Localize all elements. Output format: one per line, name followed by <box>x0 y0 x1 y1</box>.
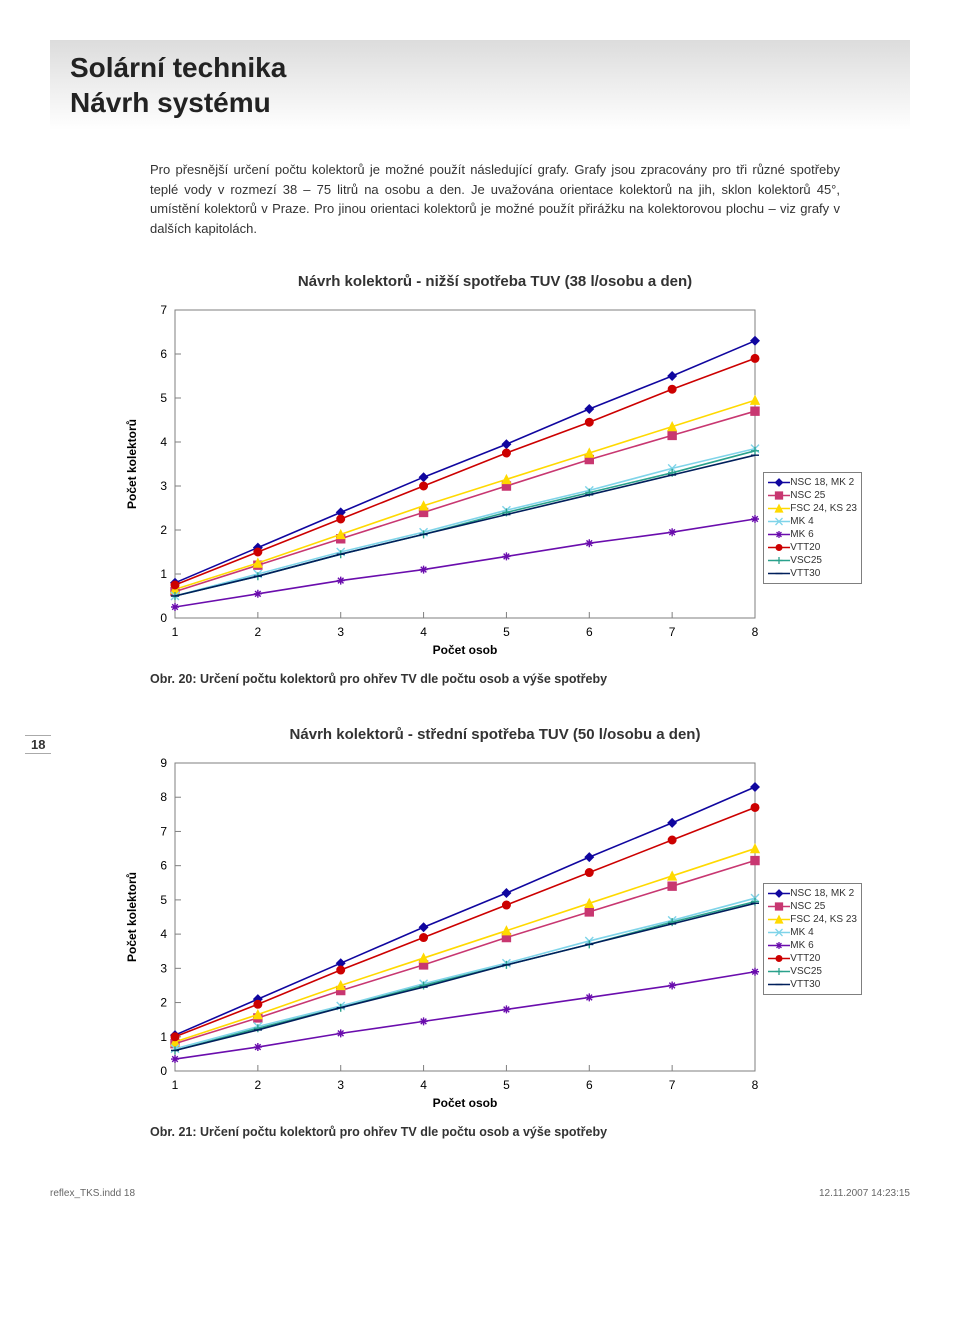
legend-label: MK 4 <box>790 516 813 527</box>
svg-text:0: 0 <box>160 611 167 625</box>
svg-text:4: 4 <box>420 1078 427 1092</box>
footer-right: 12.11.2007 14:23:15 <box>819 1188 910 1199</box>
legend-label: MK 6 <box>790 940 813 951</box>
page-header: Solární technika Návrh systému <box>50 40 910 130</box>
svg-text:1: 1 <box>172 625 179 639</box>
svg-text:6: 6 <box>160 859 167 873</box>
svg-text:7: 7 <box>160 303 167 317</box>
legend-label: VTT30 <box>790 568 820 579</box>
svg-text:8: 8 <box>160 790 167 804</box>
footer: reflex_TKS.indd 18 12.11.2007 14:23:15 <box>0 1180 960 1209</box>
footer-left: reflex_TKS.indd 18 <box>50 1188 135 1199</box>
legend-item: NSC 25 <box>768 900 857 913</box>
svg-text:1: 1 <box>160 1030 167 1044</box>
svg-text:8: 8 <box>752 1078 759 1092</box>
svg-text:6: 6 <box>586 1078 593 1092</box>
svg-text:Počet kolektorů: Počet kolektorů <box>125 872 139 962</box>
svg-text:4: 4 <box>160 435 167 449</box>
legend-item: VTT20 <box>768 541 857 554</box>
svg-text:3: 3 <box>337 1078 344 1092</box>
chart-1-title: Návrh kolektorů - nižší spotřeba TUV (38… <box>120 273 870 290</box>
svg-text:5: 5 <box>503 625 510 639</box>
chart-2: 012345678912345678Počet osobPočet kolekt… <box>120 753 870 1113</box>
svg-text:2: 2 <box>255 1078 262 1092</box>
intro-paragraph: Pro přesnější určení počtu kolektorů je … <box>150 160 840 238</box>
svg-text:7: 7 <box>160 824 167 838</box>
svg-text:3: 3 <box>160 479 167 493</box>
legend-item: NSC 25 <box>768 489 857 502</box>
legend-item: VSC25 <box>768 554 857 567</box>
svg-text:3: 3 <box>337 625 344 639</box>
legend-label: NSC 25 <box>790 490 825 501</box>
chart-1: 0123456712345678Počet osobPočet kolektor… <box>120 300 870 660</box>
svg-text:3: 3 <box>160 961 167 975</box>
svg-text:2: 2 <box>255 625 262 639</box>
legend-label: NSC 25 <box>790 901 825 912</box>
svg-text:5: 5 <box>160 391 167 405</box>
svg-text:2: 2 <box>160 523 167 537</box>
legend-label: VTT20 <box>790 953 820 964</box>
legend-item: VTT30 <box>768 978 857 991</box>
legend-label: VTT20 <box>790 542 820 553</box>
chart-1-legend: NSC 18, MK 2 NSC 25 FSC 24, KS 23 MK 4 M… <box>763 472 862 584</box>
legend-item: MK 6 <box>768 528 857 541</box>
svg-text:0: 0 <box>160 1064 167 1078</box>
chart-2-legend: NSC 18, MK 2 NSC 25 FSC 24, KS 23 MK 4 M… <box>763 883 862 995</box>
legend-item: VTT30 <box>768 567 857 580</box>
page-number: 18 <box>25 735 51 754</box>
legend-item: FSC 24, KS 23 <box>768 913 857 926</box>
chart-1-block: Návrh kolektorů - nižší spotřeba TUV (38… <box>120 273 870 686</box>
svg-text:6: 6 <box>586 625 593 639</box>
legend-item: VSC25 <box>768 965 857 978</box>
svg-text:2: 2 <box>160 996 167 1010</box>
chart-2-title: Návrh kolektorů - střední spotřeba TUV (… <box>120 726 870 743</box>
legend-label: VTT30 <box>790 979 820 990</box>
svg-text:6: 6 <box>160 347 167 361</box>
title-line-1: Solární technika <box>70 52 286 83</box>
legend-item: FSC 24, KS 23 <box>768 502 857 515</box>
legend-label: FSC 24, KS 23 <box>790 503 857 514</box>
legend-label: MK 6 <box>790 529 813 540</box>
svg-text:8: 8 <box>752 625 759 639</box>
legend-item: MK 4 <box>768 515 857 528</box>
chart-2-caption: Obr. 21: Určení počtu kolektorů pro ohře… <box>150 1125 870 1139</box>
svg-text:5: 5 <box>160 893 167 907</box>
svg-text:1: 1 <box>172 1078 179 1092</box>
svg-text:4: 4 <box>160 927 167 941</box>
legend-item: MK 4 <box>768 926 857 939</box>
svg-text:Počet osob: Počet osob <box>433 1096 498 1110</box>
svg-text:7: 7 <box>669 1078 676 1092</box>
legend-label: VSC25 <box>790 966 822 977</box>
chart-2-block: Návrh kolektorů - střední spotřeba TUV (… <box>120 726 870 1139</box>
title-line-2: Návrh systému <box>70 87 271 118</box>
legend-label: FSC 24, KS 23 <box>790 914 857 925</box>
legend-item: VTT20 <box>768 952 857 965</box>
svg-text:Počet kolektorů: Počet kolektorů <box>125 419 139 509</box>
svg-text:7: 7 <box>669 625 676 639</box>
legend-item: NSC 18, MK 2 <box>768 476 857 489</box>
legend-label: NSC 18, MK 2 <box>790 477 854 488</box>
legend-item: NSC 18, MK 2 <box>768 887 857 900</box>
legend-label: MK 4 <box>790 927 813 938</box>
svg-text:5: 5 <box>503 1078 510 1092</box>
legend-item: MK 6 <box>768 939 857 952</box>
page-title: Solární technika Návrh systému <box>50 40 910 130</box>
svg-text:Počet osob: Počet osob <box>433 643 498 657</box>
chart-1-caption: Obr. 20: Určení počtu kolektorů pro ohře… <box>150 672 870 686</box>
svg-text:9: 9 <box>160 756 167 770</box>
legend-label: VSC25 <box>790 555 822 566</box>
svg-text:4: 4 <box>420 625 427 639</box>
legend-label: NSC 18, MK 2 <box>790 888 854 899</box>
svg-text:1: 1 <box>160 567 167 581</box>
